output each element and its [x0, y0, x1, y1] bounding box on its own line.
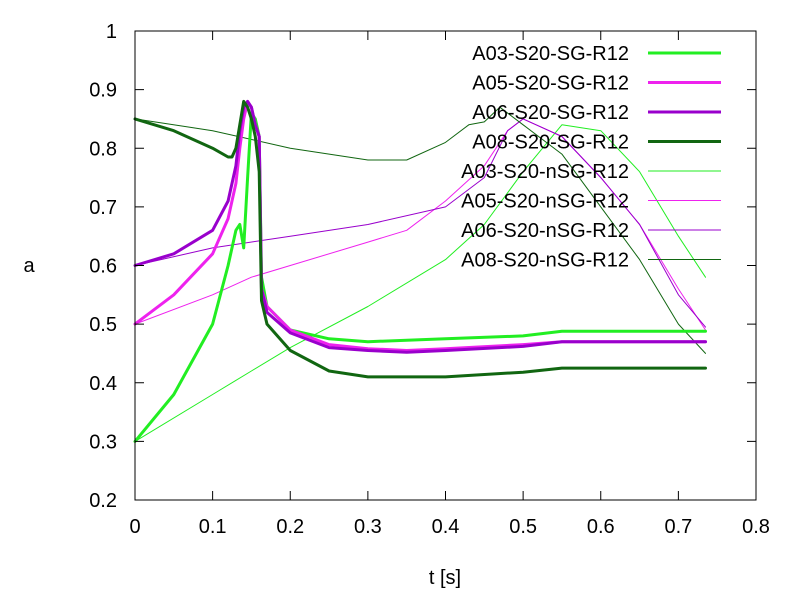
y-tick-label: 0.7 [89, 197, 117, 219]
x-tick-label: 0.7 [664, 516, 692, 538]
y-axis-title: a [23, 255, 35, 277]
x-tick-label: 0 [129, 516, 140, 538]
legend-label: A03-S20-nSG-R12 [461, 161, 629, 183]
y-tick-label: 0.9 [89, 80, 117, 102]
legend-label: A03-S20-SG-R12 [472, 43, 629, 65]
x-tick-label: 0.2 [276, 516, 304, 538]
x-tick-label: 0.5 [509, 516, 537, 538]
series-layer [133, 99, 707, 443]
legend-label: A08-S20-SG-R12 [472, 132, 629, 154]
series-line-a03-s20-nsg-r12 [134, 124, 706, 442]
x-axis-title: t [s] [429, 567, 461, 589]
x-tick-label: 0.4 [432, 516, 460, 538]
series-line-a06-s20-nsg-r12 [134, 118, 706, 328]
legend: A03-S20-SG-R12 A05-S20-SG-R12 A06-S20-SG-R… [461, 43, 721, 272]
series-line-a08-s20-nsg-r12 [134, 106, 706, 354]
ticks-layer: 0 0.1 0.2 0.3 0.4 0.5 0.6 0.7 0.8 0.2 0.3 0.4 0.5 0.6… [89, 21, 770, 538]
legend-label: A05-S20-SG-R12 [472, 73, 629, 95]
legend-label: A06-S20-SG-R12 [472, 102, 629, 124]
y-tick-label: 0.3 [89, 431, 117, 453]
legend-label: A08-S20-nSG-R12 [461, 250, 629, 272]
legend-label: A06-S20-nSG-R12 [461, 220, 629, 242]
y-tick-label: 0.4 [89, 373, 117, 395]
y-tick-label: 0.6 [89, 256, 117, 278]
y-tick-label: 0.2 [89, 490, 117, 512]
y-tick-label: 1 [106, 21, 117, 43]
x-tick-label: 0.8 [742, 516, 770, 538]
y-tick-label: 0.5 [89, 314, 117, 336]
legend-label: A05-S20-nSG-R12 [461, 191, 629, 213]
x-tick-label: 0.6 [587, 516, 615, 538]
x-tick-label: 0.1 [199, 516, 227, 538]
y-tick-label: 0.8 [89, 138, 117, 160]
series-line-a08-s20-sg-r12 [133, 99, 707, 379]
x-tick-label: 0.3 [354, 516, 382, 538]
